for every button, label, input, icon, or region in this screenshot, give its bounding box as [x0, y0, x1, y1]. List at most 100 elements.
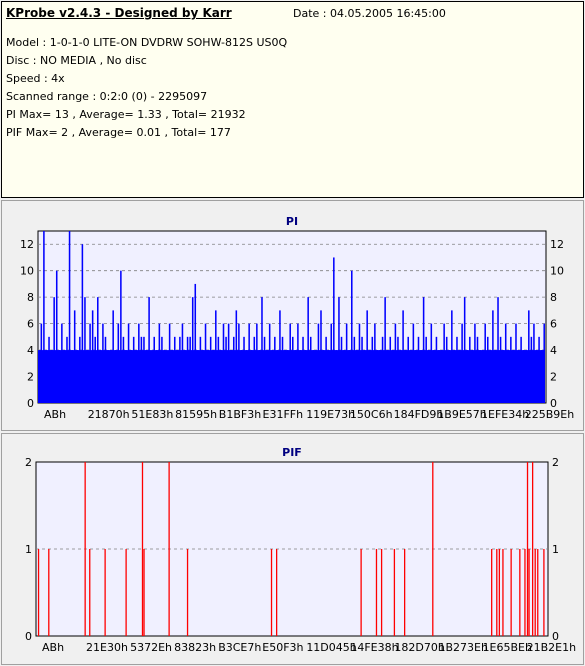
pi-bar — [420, 350, 422, 403]
pif-xtick-label: 11D045h — [306, 641, 356, 654]
pi-bar — [199, 336, 202, 403]
pi-bar — [245, 350, 248, 403]
pi-bar — [253, 336, 256, 403]
pi-bar — [469, 336, 471, 403]
pi-bar — [333, 257, 335, 403]
pi-bar — [389, 336, 392, 403]
pi-bar — [181, 323, 184, 403]
pi-bar — [315, 350, 317, 403]
pi-bar — [397, 336, 399, 403]
pi-bar — [94, 336, 96, 403]
pif-xtick-label: 182D70h — [394, 641, 444, 654]
pi-bar — [63, 350, 66, 403]
pi-bar — [461, 323, 463, 403]
pi-bar — [410, 350, 412, 403]
pi-bar — [338, 297, 340, 403]
pi-bar — [250, 350, 253, 403]
pi-bar — [471, 350, 474, 403]
pi-bar — [212, 350, 215, 403]
pi-bar — [494, 350, 497, 403]
pi-bar — [156, 350, 158, 403]
pi-bar — [312, 350, 315, 403]
pi-bar — [114, 350, 117, 403]
pi-bar — [45, 350, 48, 403]
pi-bar — [302, 336, 304, 403]
pi-bar — [433, 350, 435, 403]
pi-bar — [343, 350, 345, 403]
pi-bar — [76, 350, 79, 403]
pi-bar — [528, 310, 530, 403]
speed-line: Speed : 4x — [6, 72, 65, 85]
pi-bar — [351, 270, 353, 403]
pi-bar — [109, 350, 112, 403]
pi-bar — [479, 350, 481, 403]
pi-bar — [415, 350, 417, 403]
pi-bar — [297, 323, 299, 403]
pif-xtick-label: 5372Eh — [130, 641, 172, 654]
pi-bar — [53, 297, 55, 403]
pi-bar — [399, 350, 402, 403]
pi-bar — [61, 323, 63, 403]
pi-bar — [363, 350, 366, 403]
pi-ytick-right: 12 — [550, 238, 564, 251]
pi-bar — [412, 323, 415, 403]
pi-title: PI — [286, 215, 298, 228]
pi-bar — [225, 336, 227, 403]
pi-bar — [440, 350, 443, 403]
pi-bar — [204, 323, 207, 403]
pi-bar — [492, 310, 494, 403]
pi-bar — [232, 336, 235, 403]
pi-bar — [266, 350, 268, 403]
pi-bar — [299, 350, 302, 403]
pi-bar — [538, 336, 540, 403]
model-line: Model : 1-0-1-0 LITE-ON DVDRW SOHW-812S … — [6, 36, 288, 49]
pif-chart-panel: PIF 0 0 1 1 2 2 ABh 21E30h 5372Eh 83823h B3CE7h E50F… — [1, 433, 584, 665]
pi-bar — [353, 336, 356, 403]
pi-bar — [143, 336, 145, 403]
pi-bar — [507, 350, 510, 403]
pi-bar — [150, 363, 153, 403]
pi-bar — [476, 336, 479, 403]
pi-bar — [458, 350, 461, 403]
pif-xtick-label: 1B273Eh — [438, 641, 487, 654]
pif-xtick-label: 83823h — [174, 641, 216, 654]
pi-ytick-left: 12 — [20, 238, 34, 251]
pi-bar — [125, 350, 127, 403]
pi-bar — [81, 244, 84, 403]
disc-line: Disc : NO MEDIA , No disc — [6, 54, 147, 67]
pi-bar — [466, 350, 469, 403]
pi-bar — [361, 336, 363, 403]
pi-bar — [348, 350, 350, 403]
pi-bar — [294, 350, 297, 403]
pi-bar — [132, 336, 135, 403]
pi-bar — [117, 323, 120, 403]
pi-ytick-right: 4 — [550, 344, 557, 357]
pi-bar — [122, 336, 125, 403]
scanned-range-line: Scanned range : 0:2:0 (0) - 2295097 — [6, 90, 208, 103]
pi-bar — [215, 310, 217, 403]
pi-bar — [417, 336, 420, 403]
pi-xtick-label: 1EFE34h — [481, 408, 529, 421]
pi-bar — [520, 336, 522, 403]
pif-xtick-label: B3CE7h — [218, 641, 261, 654]
pif-ytick-left: 0 — [25, 630, 32, 643]
pi-bar — [176, 350, 179, 403]
pi-bar — [168, 323, 171, 403]
pi-bar — [404, 350, 407, 403]
pi-bar — [445, 336, 448, 403]
pi-bar — [184, 350, 186, 403]
pi-bar — [345, 323, 348, 403]
pi-bar — [304, 350, 307, 403]
pi-bar — [425, 336, 427, 403]
pi-bar — [194, 283, 197, 403]
pi-bar — [489, 350, 492, 403]
pi-bar — [268, 323, 271, 403]
pi-bar — [502, 350, 504, 403]
pi-bar — [456, 336, 458, 403]
pi-bar — [158, 323, 161, 403]
pi-bar — [289, 323, 291, 403]
pi-bar — [130, 350, 132, 403]
pi-ytick-right: 0 — [550, 397, 557, 410]
pi-bar — [512, 350, 515, 403]
pi-bar — [276, 350, 279, 403]
